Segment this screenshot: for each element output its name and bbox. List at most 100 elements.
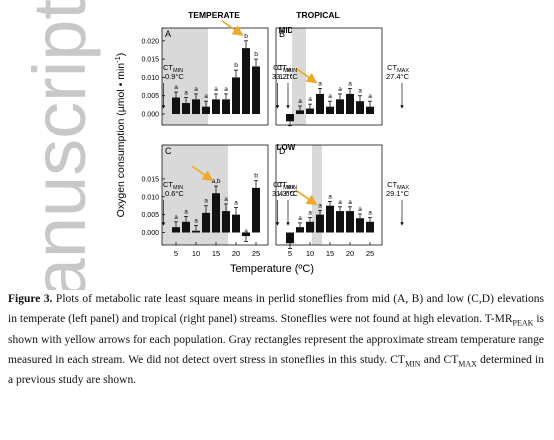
- ct-label: CTMIN: [277, 180, 297, 191]
- significance-letter: a: [204, 93, 208, 100]
- ct-label-sub: MAX: [283, 68, 295, 74]
- significance-letter: a: [288, 235, 292, 242]
- caption-label: Figure 3.: [8, 293, 53, 305]
- column-title: TEMPERATE: [188, 10, 240, 20]
- significance-letter: a: [194, 86, 198, 93]
- peak-arrow: [191, 165, 214, 182]
- caption-text: Plots of metabolic rate least square mea…: [8, 293, 545, 326]
- bar: [346, 211, 354, 233]
- x-tick-label: 10: [192, 249, 200, 258]
- significance-letter: b: [234, 62, 238, 69]
- ct-label-text: CT: [277, 180, 287, 189]
- x-tick-label: 5: [288, 249, 292, 258]
- bar: [316, 93, 324, 115]
- significance-letter: a: [194, 217, 198, 224]
- bar: [366, 106, 374, 115]
- bar: [346, 93, 354, 115]
- significance-letter: a: [234, 200, 238, 207]
- caption-sub: MAX: [458, 359, 477, 369]
- bar: [172, 97, 180, 115]
- x-tick-label: 20: [232, 249, 240, 258]
- bar: [306, 221, 314, 233]
- ct-temp: 29.1°C: [386, 189, 410, 198]
- bar: [222, 211, 230, 233]
- y-tick-label: 0.015: [141, 57, 159, 64]
- significance-letter: a: [348, 199, 352, 206]
- y-tick-label: 0.000: [141, 230, 159, 237]
- bar: [306, 108, 314, 115]
- temperature-range: [292, 28, 306, 125]
- ct-temp: 4.6°C: [279, 189, 298, 198]
- y-tick-label: 0.015: [141, 176, 159, 183]
- ct-label-sub: MIN: [173, 185, 183, 191]
- bar: [316, 214, 324, 233]
- significance-letter: a: [244, 228, 248, 235]
- ct-label: CTMAX: [273, 63, 295, 74]
- bar: [356, 218, 364, 233]
- bar: [252, 187, 260, 233]
- y-tick-label: 0.010: [141, 75, 159, 82]
- panel-letter: B: [279, 29, 285, 39]
- ct-temp: 0.6°C: [165, 189, 184, 198]
- bar: [212, 193, 220, 233]
- ct-label: CTMIN: [163, 63, 183, 74]
- significance-letter: a: [368, 93, 372, 100]
- bar: [296, 227, 304, 233]
- ct-label-text: CT: [277, 63, 287, 72]
- ct-temp: 0.9°C: [165, 72, 184, 81]
- bar: [232, 214, 240, 233]
- ct-label-text: CT: [387, 180, 397, 189]
- ct-label-sub: MIN: [287, 185, 297, 191]
- ct-label-sub: MIN: [287, 68, 297, 74]
- significance-letter: a: [184, 208, 188, 215]
- bar: [192, 230, 200, 233]
- y-tick-label: 0.010: [141, 194, 159, 201]
- y-tick-label: 0.020: [141, 38, 159, 45]
- bar: [336, 99, 344, 115]
- y-axis-label-sup: -1: [113, 56, 122, 63]
- caption: Figure 3. Plots of metabolic rate least …: [8, 289, 544, 390]
- bar: [366, 221, 374, 233]
- bar: [192, 99, 200, 115]
- y-tick-label: 0.000: [141, 112, 159, 119]
- significance-letter: a: [328, 193, 332, 200]
- bar: [356, 101, 364, 115]
- ct-label-text: CT: [387, 63, 397, 72]
- ct-label-text: CT: [273, 180, 283, 189]
- significance-letter: a: [224, 196, 228, 203]
- ct-label: CTMIN: [277, 63, 297, 74]
- bar: [326, 205, 334, 233]
- ct-temp: 31.3°C: [272, 189, 296, 198]
- x-axis-label: Temperature (ºC): [230, 263, 314, 275]
- ct-label-sub: MAX: [283, 185, 295, 191]
- significance-letter: a: [348, 80, 352, 87]
- significance-letter: a: [204, 198, 208, 205]
- caption-text: determined in a previous study are shown…: [8, 353, 544, 387]
- significance-letter: a: [328, 93, 332, 100]
- bar: [202, 212, 210, 233]
- bar: [326, 106, 334, 115]
- bar: [202, 106, 210, 115]
- y-axis-label-text: Oxygen consumption (µmol • min: [115, 63, 127, 218]
- bar: [172, 227, 180, 233]
- x-tick-label: 25: [366, 249, 374, 258]
- elevation-label: MID: [279, 26, 294, 35]
- y-tick-label: 0.005: [141, 212, 159, 219]
- significance-letter: a: [214, 86, 218, 93]
- panel-frame: [275, 144, 383, 246]
- bar: [296, 110, 304, 115]
- figure: Manuscript TEMPERATE TROPICAL Oxygen con…: [18, 0, 410, 290]
- bar: [242, 48, 250, 115]
- panel-letter: D: [279, 146, 286, 156]
- significance-letter: a: [308, 210, 312, 217]
- significance-letter: a: [338, 86, 342, 93]
- y-tick-label: 0.005: [141, 93, 159, 100]
- column-title: TROPICAL: [296, 10, 339, 20]
- bar: [182, 221, 190, 233]
- ct-label: CTMIN: [163, 180, 183, 191]
- x-tick-label: 5: [174, 249, 178, 258]
- bar: [222, 99, 230, 115]
- y-axis-label-end: ): [115, 53, 127, 57]
- significance-letter: a: [298, 215, 302, 222]
